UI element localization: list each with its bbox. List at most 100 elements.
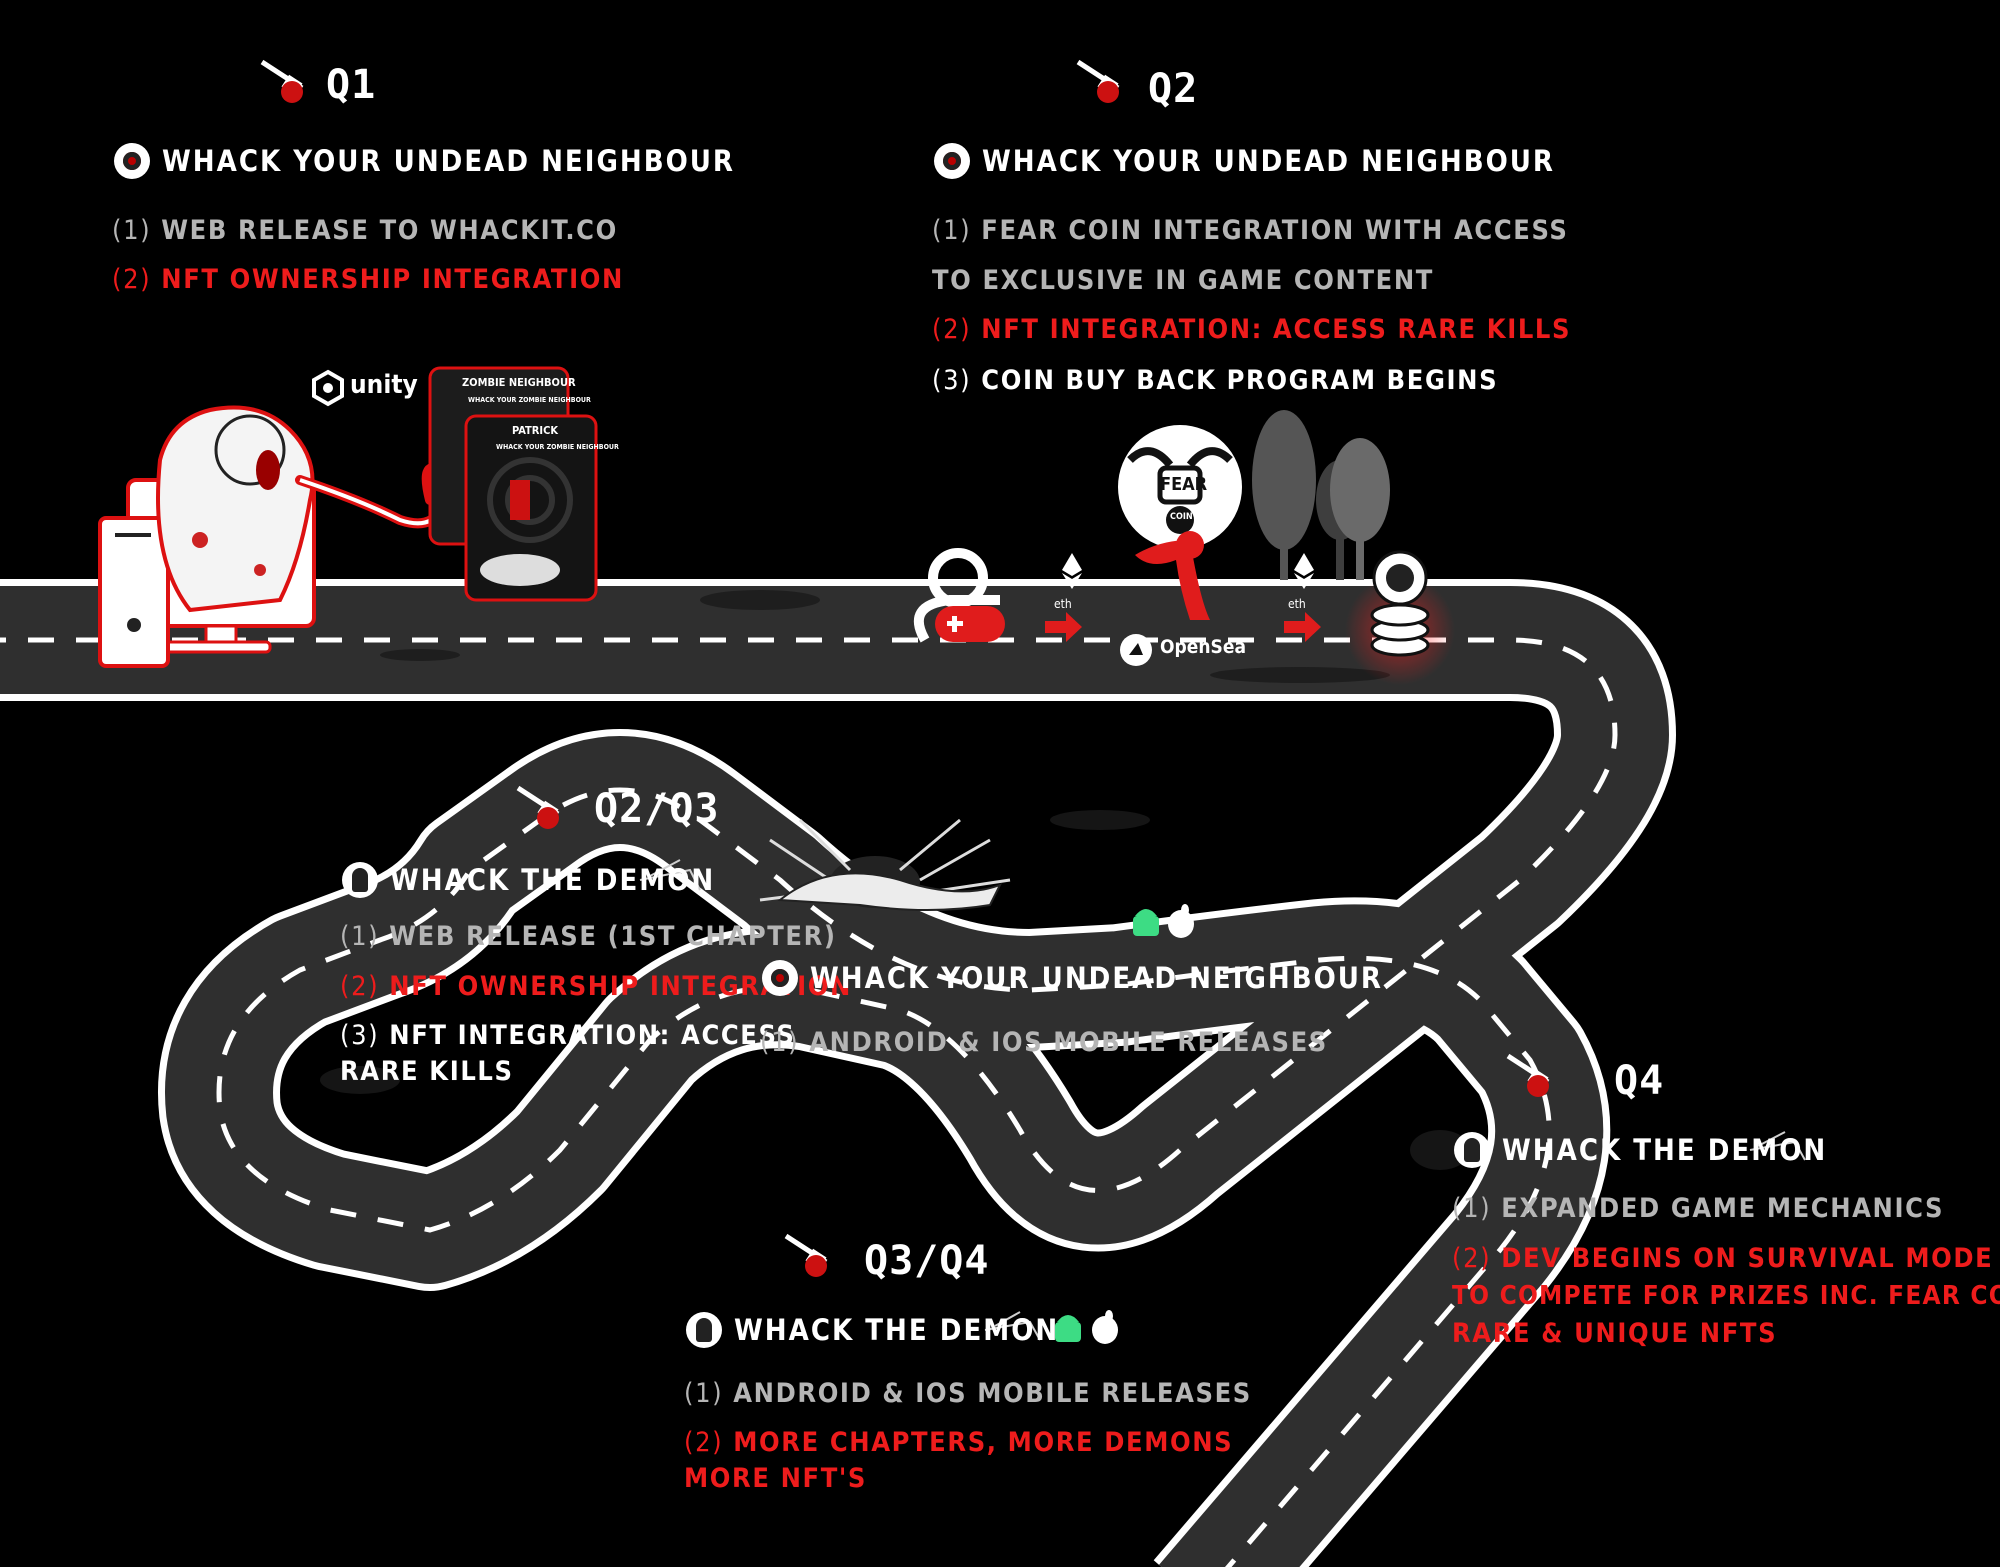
roadmap-item: (1) ANDROID & IOS MOBILE RELEASES — [760, 1024, 1328, 1061]
eth-label: eth — [1054, 597, 1072, 611]
game-title: WHACK THE DEMON — [342, 862, 715, 898]
fear-coin-label: FEAR — [1160, 474, 1208, 495]
zombie-eyeball-icon — [114, 143, 150, 179]
game-title-text: WHACK YOUR UNDEAD NEIGHBOUR — [810, 961, 1384, 995]
item-number: (1) — [112, 215, 152, 246]
trees-illustration — [1252, 410, 1390, 580]
roadmap-item: TO COMPETE FOR PRIZES INC. FEAR COIN, — [1452, 1278, 2000, 1315]
opensea-label: OpenSea — [1160, 636, 1246, 658]
roadmap-item: (1) WEB RELEASE (1ST CHAPTER) — [340, 918, 837, 955]
quarter-title-q1: Q1 — [326, 62, 377, 108]
poster-subtitle: WHACK YOUR ZOMBIE NEIGHBOUR — [468, 396, 591, 404]
item-text: ANDROID & IOS MOBILE RELEASES — [733, 1378, 1252, 1409]
item-number: (2) — [932, 314, 972, 345]
right-arrow-icon — [1284, 612, 1321, 642]
roadmap-item: MORE NFT'S — [684, 1460, 867, 1497]
game-title-text: WHACK THE DEMON — [734, 1313, 1060, 1347]
poster-subtitle: WHACK YOUR ZOMBIE NEIGHBOUR — [496, 443, 619, 451]
right-arrow-icon — [1045, 612, 1082, 642]
item-text: RARE KILLS — [340, 1056, 514, 1087]
roadmap-item: (1) ANDROID & IOS MOBILE RELEASES — [684, 1375, 1252, 1412]
game-title-text: WHACK YOUR UNDEAD NEIGHBOUR — [982, 144, 1556, 178]
game-title: WHACK THE DEMON — [1454, 1132, 1827, 1168]
poster-patrick — [464, 414, 598, 602]
roadmap-item: (1) FEAR COIN INTEGRATION WITH ACCESS — [932, 212, 1568, 249]
item-number: (1) — [1452, 1193, 1492, 1224]
roadmap-item: TO EXCLUSIVE IN GAME CONTENT — [932, 262, 1434, 299]
fear-coin-icon — [1118, 425, 1242, 549]
ethereum-icon — [1294, 553, 1314, 589]
roadmap-item: (1) WEB RELEASE TO WHACKIT.CO — [112, 212, 618, 249]
spider-leg-decoration — [639, 859, 1806, 1341]
item-text: WEB RELEASE (1ST CHAPTER) — [389, 921, 837, 952]
fear-coin-sub-label: COIN — [1170, 512, 1193, 522]
zombie-eyeball-icon — [934, 143, 970, 179]
zombie-neighbour-illustration — [156, 405, 455, 613]
item-text: ANDROID & IOS MOBILE RELEASES — [809, 1027, 1328, 1058]
item-text: WEB RELEASE TO WHACKIT.CO — [161, 215, 618, 246]
item-text: MORE CHAPTERS, MORE DEMONS — [733, 1427, 1234, 1458]
item-text: FEAR COIN INTEGRATION WITH ACCESS — [981, 215, 1569, 246]
opensea-icon — [1120, 634, 1152, 666]
spider-demon-illustration — [759, 818, 1011, 911]
item-number: (1) — [760, 1027, 800, 1058]
poster-title: ZOMBIE NEIGHBOUR — [462, 376, 576, 389]
coin-stack-icon — [1345, 550, 1455, 685]
item-number: (2) — [112, 264, 152, 295]
quarter-title-q4: Q4 — [1614, 1058, 1665, 1104]
item-text: EXPANDED GAME MECHANICS — [1501, 1193, 1945, 1224]
quarter-title-q2: Q2 — [1148, 66, 1199, 112]
roadmap-item: (2) DEV BEGINS ON SURVIVAL MODE — [1452, 1240, 1993, 1277]
game-title: WHACK YOUR UNDEAD NEIGHBOUR — [934, 143, 1555, 179]
red-ghost-icon — [1135, 531, 1210, 620]
item-number: (3) — [932, 365, 972, 396]
item-text: NFT OWNERSHIP INTEGRATION — [161, 264, 624, 295]
item-text: NFT INTEGRATION: ACCESS — [389, 1020, 796, 1051]
roadmap-item: (3) COIN BUY BACK PROGRAM BEGINS — [932, 362, 1498, 399]
apple-icon — [1092, 1310, 1118, 1344]
roadmap-item: RARE & UNIQUE NFTS — [1452, 1315, 1777, 1352]
roadmap-item: (2) MORE CHAPTERS, MORE DEMONS — [684, 1424, 1233, 1461]
bloody-axe-icon — [260, 59, 304, 103]
item-text: NFT INTEGRATION: ACCESS RARE KILLS — [981, 314, 1572, 345]
item-text: DEV BEGINS ON SURVIVAL MODE — [1501, 1243, 1994, 1274]
item-number: (1) — [684, 1378, 724, 1409]
gamepad-icon — [913, 548, 1005, 643]
item-number: (2) — [340, 971, 380, 1002]
ethereum-icon — [1062, 553, 1082, 589]
quarter-title-q3q4: Q3/Q4 — [864, 1238, 990, 1284]
bloody-axe-icon — [784, 1233, 828, 1277]
item-number: (1) — [932, 215, 972, 246]
bloody-axe-icon — [1506, 1053, 1550, 1097]
item-number: (1) — [340, 921, 380, 952]
road-scuffs — [320, 590, 1470, 1170]
roadmap-item: (1) EXPANDED GAME MECHANICS — [1452, 1190, 1944, 1227]
game-title: WHACK THE DEMON — [686, 1312, 1059, 1348]
zombie-eyeball-icon — [762, 960, 798, 996]
item-text: TO COMPETE FOR PRIZES INC. FEAR COIN, — [1452, 1281, 2000, 1311]
game-title: WHACK YOUR UNDEAD NEIGHBOUR — [762, 960, 1383, 996]
bloody-axe-icon — [1076, 59, 1120, 103]
unity-label: unity — [350, 370, 418, 400]
item-text: RARE & UNIQUE NFTS — [1452, 1318, 1778, 1349]
quarter-title-q2q3: Q2/Q3 — [594, 786, 720, 832]
item-text: MORE NFT'S — [684, 1463, 868, 1494]
item-text: COIN BUY BACK PROGRAM BEGINS — [981, 365, 1499, 396]
roadmap-item: RARE KILLS — [340, 1053, 514, 1090]
android-icon — [1055, 1315, 1081, 1342]
eth-label: eth — [1288, 597, 1306, 611]
game-title-text: WHACK THE DEMON — [1502, 1133, 1828, 1167]
item-number: (2) — [1452, 1243, 1492, 1274]
game-title-text: WHACK THE DEMON — [390, 863, 716, 897]
item-text: TO EXCLUSIVE IN GAME CONTENT — [932, 265, 1434, 296]
demon-face-icon — [1454, 1132, 1490, 1168]
demon-face-icon — [686, 1312, 722, 1348]
item-number: (3) — [340, 1020, 380, 1051]
roadmap-item: (2) NFT OWNERSHIP INTEGRATION — [112, 261, 624, 298]
apple-icon — [1168, 904, 1194, 938]
poster-title: PATRICK — [512, 424, 559, 437]
game-title-text: WHACK YOUR UNDEAD NEIGHBOUR — [162, 144, 736, 178]
demon-face-icon — [342, 862, 378, 898]
unity-logo-icon — [312, 369, 344, 407]
